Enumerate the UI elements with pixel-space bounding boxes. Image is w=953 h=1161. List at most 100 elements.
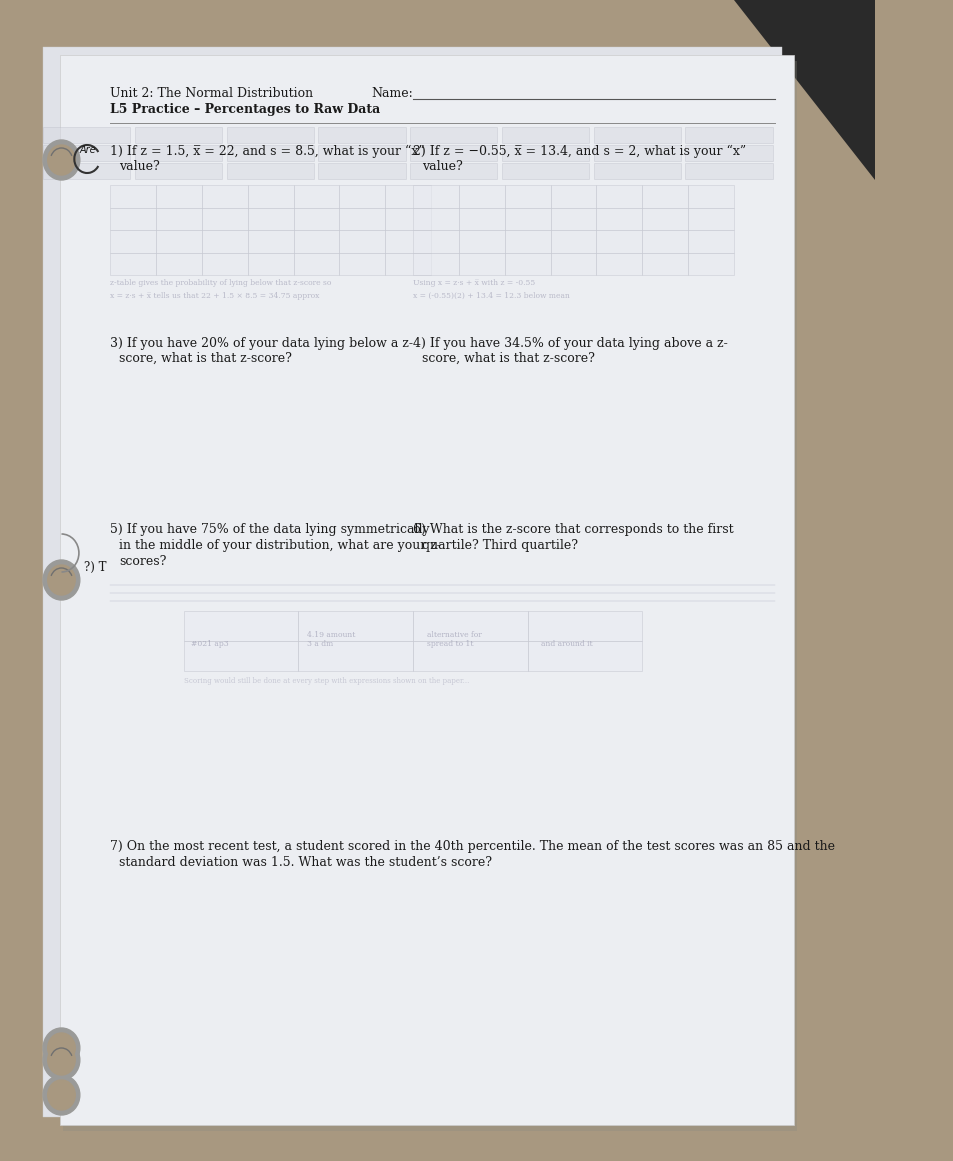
Bar xyxy=(687,230,733,252)
Bar xyxy=(294,208,339,230)
Bar xyxy=(687,185,733,208)
Bar xyxy=(641,185,687,208)
Bar xyxy=(596,230,641,252)
Text: ?) T: ?) T xyxy=(84,561,107,574)
Bar xyxy=(684,163,772,179)
Bar xyxy=(156,252,202,275)
Bar xyxy=(339,185,385,208)
Bar xyxy=(684,145,772,161)
Bar xyxy=(504,252,550,275)
Text: score, what is that z-score?: score, what is that z-score? xyxy=(421,352,595,365)
Circle shape xyxy=(43,560,80,600)
Bar xyxy=(527,611,641,641)
Bar xyxy=(641,208,687,230)
Text: standard deviation was 1.5. What was the student’s score?: standard deviation was 1.5. What was the… xyxy=(119,856,492,868)
Bar xyxy=(318,145,405,161)
Bar xyxy=(413,185,458,208)
Bar xyxy=(593,127,680,143)
Bar xyxy=(641,230,687,252)
Bar xyxy=(458,252,504,275)
Text: x = z·s + x̅ tells us that 22 + 1.5 × 8.5 = 34.75 approx: x = z·s + x̅ tells us that 22 + 1.5 × 8.… xyxy=(110,293,319,300)
Bar xyxy=(596,185,641,208)
Text: quartile? Third quartile?: quartile? Third quartile? xyxy=(421,539,578,551)
Bar xyxy=(134,127,222,143)
Circle shape xyxy=(43,140,80,180)
Bar xyxy=(458,185,504,208)
Bar xyxy=(596,208,641,230)
Bar xyxy=(294,185,339,208)
Bar xyxy=(183,641,298,671)
Circle shape xyxy=(43,1027,80,1068)
Text: value?: value? xyxy=(119,160,160,173)
Bar xyxy=(156,185,202,208)
Bar xyxy=(385,185,431,208)
Bar xyxy=(202,185,248,208)
Bar xyxy=(458,208,504,230)
Circle shape xyxy=(48,1033,75,1063)
Circle shape xyxy=(43,1040,80,1080)
Bar xyxy=(504,230,550,252)
Bar xyxy=(156,230,202,252)
Bar xyxy=(202,230,248,252)
Bar xyxy=(248,252,294,275)
Bar xyxy=(413,252,458,275)
Text: 1) If z = 1.5, x̅ = 22, and s = 8.5, what is your “x”: 1) If z = 1.5, x̅ = 22, and s = 8.5, wha… xyxy=(110,145,424,158)
Circle shape xyxy=(48,1080,75,1110)
Bar xyxy=(156,208,202,230)
Bar xyxy=(527,641,641,671)
Bar xyxy=(410,127,497,143)
Text: 5) If you have 75% of the data lying symmetrically: 5) If you have 75% of the data lying sym… xyxy=(110,522,429,536)
Text: Name:: Name: xyxy=(372,87,413,100)
Bar xyxy=(298,641,413,671)
Bar xyxy=(318,127,405,143)
Bar xyxy=(134,163,222,179)
Bar xyxy=(294,252,339,275)
FancyBboxPatch shape xyxy=(63,62,797,1131)
Bar xyxy=(593,145,680,161)
Bar xyxy=(385,208,431,230)
Bar xyxy=(410,163,497,179)
Text: 3) If you have 20% of your data lying below a z-: 3) If you have 20% of your data lying be… xyxy=(110,337,413,349)
Bar xyxy=(298,611,413,641)
Bar xyxy=(413,641,527,671)
Bar xyxy=(339,252,385,275)
Text: Are: Are xyxy=(80,145,96,156)
Bar xyxy=(248,208,294,230)
Text: alternative for
spread to 1t: alternative for spread to 1t xyxy=(426,630,481,648)
Text: 4.19 amount
3 a dm: 4.19 amount 3 a dm xyxy=(307,630,355,648)
Text: 2) If z = −0.55, x̅ = 13.4, and s = 2, what is your “x”: 2) If z = −0.55, x̅ = 13.4, and s = 2, w… xyxy=(413,145,745,158)
Bar xyxy=(227,163,314,179)
Bar xyxy=(318,163,405,179)
Bar xyxy=(458,230,504,252)
Bar xyxy=(202,252,248,275)
Text: x = (-0.55)(2) + 13.4 = 12.3 below mean: x = (-0.55)(2) + 13.4 = 12.3 below mean xyxy=(413,293,569,300)
Bar xyxy=(410,145,497,161)
Bar xyxy=(385,230,431,252)
Text: z-table gives the probability of lying below that z-score so: z-table gives the probability of lying b… xyxy=(110,279,331,287)
Bar xyxy=(501,145,588,161)
Circle shape xyxy=(48,1045,75,1075)
Polygon shape xyxy=(733,0,875,180)
Bar xyxy=(504,208,550,230)
Bar xyxy=(227,127,314,143)
Bar xyxy=(110,252,156,275)
Bar xyxy=(413,230,458,252)
Text: 7) On the most recent test, a student scored in the 40th percentile. The mean of: 7) On the most recent test, a student sc… xyxy=(110,841,834,853)
Bar xyxy=(294,230,339,252)
Text: 6) What is the z-score that corresponds to the first: 6) What is the z-score that corresponds … xyxy=(413,522,733,536)
Text: and around it: and around it xyxy=(540,640,593,648)
Text: value?: value? xyxy=(421,160,462,173)
Bar xyxy=(550,230,596,252)
Text: Using x = z·s + x̅ with z = -0.55: Using x = z·s + x̅ with z = -0.55 xyxy=(413,279,535,287)
Bar xyxy=(43,127,131,143)
Bar xyxy=(248,185,294,208)
Text: #021 ap3: #021 ap3 xyxy=(191,640,229,648)
Bar xyxy=(501,163,588,179)
Bar xyxy=(550,208,596,230)
Bar xyxy=(183,611,298,641)
Circle shape xyxy=(43,1075,80,1115)
Bar xyxy=(504,185,550,208)
Bar xyxy=(43,163,131,179)
Text: Unit 2: The Normal Distribution: Unit 2: The Normal Distribution xyxy=(110,87,313,100)
Bar xyxy=(110,185,156,208)
